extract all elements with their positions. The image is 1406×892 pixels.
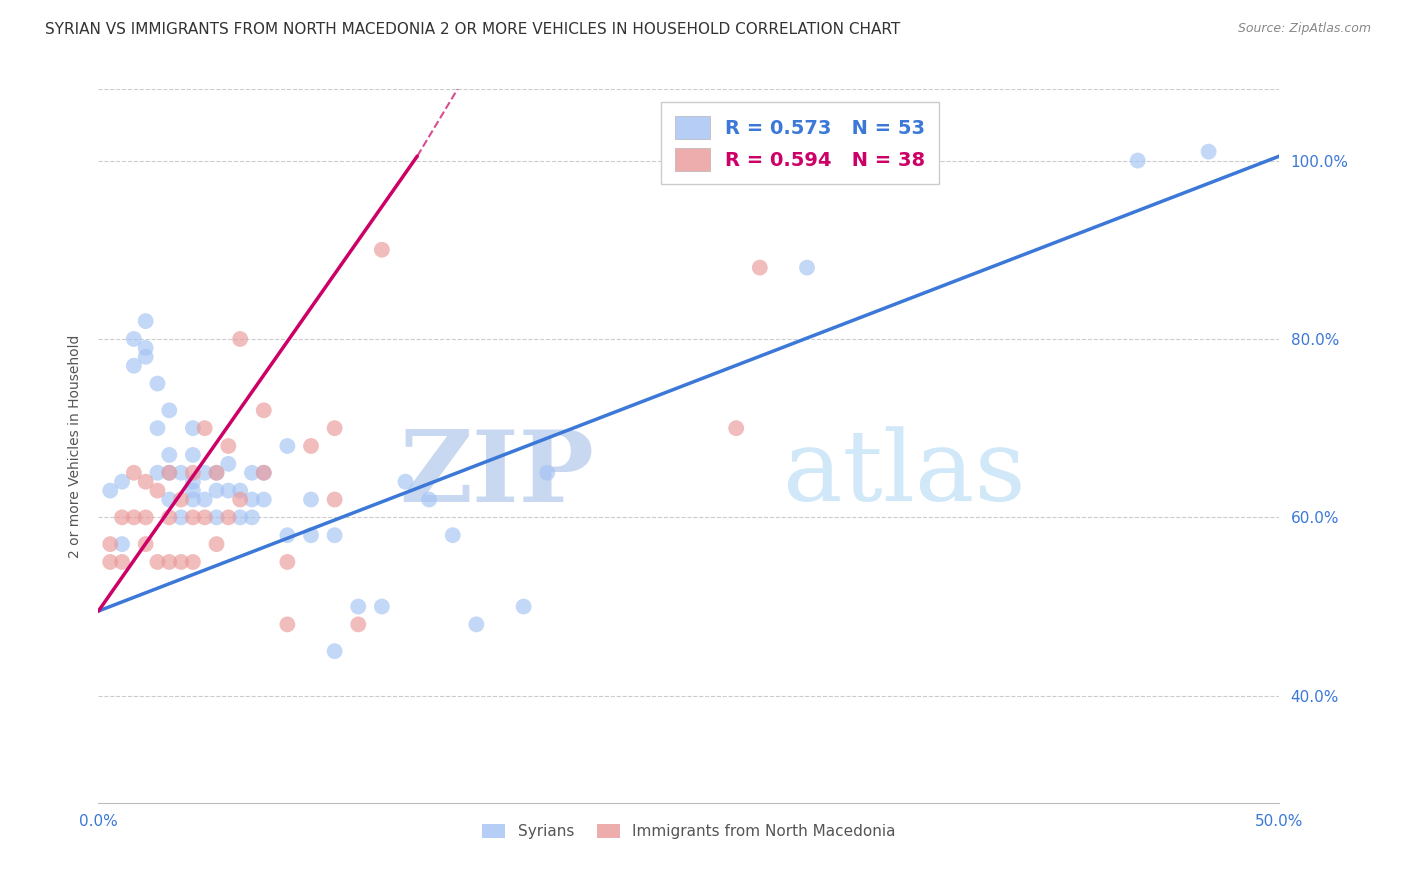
Point bbox=[122, 359, 145, 373]
Point bbox=[465, 617, 488, 632]
Point bbox=[146, 483, 169, 498]
Legend: Syrians, Immigrants from North Macedonia: Syrians, Immigrants from North Macedonia bbox=[477, 818, 901, 845]
Point bbox=[1198, 145, 1220, 159]
Point bbox=[98, 555, 121, 569]
Point bbox=[217, 510, 239, 524]
Point bbox=[194, 510, 217, 524]
Point bbox=[229, 492, 252, 507]
Point bbox=[146, 555, 169, 569]
Point bbox=[217, 483, 239, 498]
Point bbox=[170, 492, 193, 507]
Point bbox=[135, 537, 157, 551]
Point bbox=[181, 510, 204, 524]
Point bbox=[418, 492, 440, 507]
Point bbox=[1126, 153, 1149, 168]
Point bbox=[135, 475, 157, 489]
Point bbox=[725, 421, 748, 435]
Point bbox=[111, 510, 134, 524]
Point bbox=[122, 332, 145, 346]
Point bbox=[181, 448, 204, 462]
Point bbox=[205, 483, 228, 498]
Point bbox=[98, 537, 121, 551]
Point bbox=[146, 466, 169, 480]
Point bbox=[146, 376, 169, 391]
Point bbox=[135, 350, 157, 364]
Text: atlas: atlas bbox=[783, 426, 1026, 523]
Point bbox=[157, 510, 180, 524]
Point bbox=[240, 466, 263, 480]
Point bbox=[217, 457, 239, 471]
Point bbox=[111, 555, 134, 569]
Point bbox=[299, 528, 322, 542]
Point bbox=[229, 332, 252, 346]
Point bbox=[371, 243, 394, 257]
Point bbox=[394, 475, 416, 489]
Point bbox=[111, 537, 134, 551]
Point bbox=[512, 599, 534, 614]
Point bbox=[371, 599, 394, 614]
Point bbox=[157, 466, 180, 480]
Point bbox=[323, 421, 346, 435]
Point bbox=[181, 555, 204, 569]
Point bbox=[135, 510, 157, 524]
Point bbox=[299, 492, 322, 507]
Point bbox=[157, 492, 180, 507]
Point bbox=[181, 466, 204, 480]
Point bbox=[276, 528, 298, 542]
Point bbox=[796, 260, 818, 275]
Point bbox=[229, 483, 252, 498]
Point bbox=[194, 492, 217, 507]
Point bbox=[323, 492, 346, 507]
Point bbox=[122, 510, 145, 524]
Point bbox=[157, 466, 180, 480]
Point bbox=[536, 466, 558, 480]
Point bbox=[240, 510, 263, 524]
Point bbox=[253, 492, 276, 507]
Point bbox=[205, 510, 228, 524]
Point bbox=[323, 528, 346, 542]
Point bbox=[135, 314, 157, 328]
Point bbox=[276, 439, 298, 453]
Point bbox=[229, 510, 252, 524]
Point bbox=[253, 466, 276, 480]
Point bbox=[323, 644, 346, 658]
Point bbox=[170, 466, 193, 480]
Point bbox=[98, 483, 121, 498]
Point bbox=[111, 475, 134, 489]
Point bbox=[181, 475, 204, 489]
Point bbox=[181, 492, 204, 507]
Point bbox=[205, 466, 228, 480]
Point bbox=[276, 617, 298, 632]
Point bbox=[253, 403, 276, 417]
Text: ZIP: ZIP bbox=[399, 426, 595, 523]
Point bbox=[194, 466, 217, 480]
Point bbox=[299, 439, 322, 453]
Point bbox=[181, 483, 204, 498]
Point bbox=[157, 555, 180, 569]
Point bbox=[441, 528, 464, 542]
Point bbox=[748, 260, 770, 275]
Point bbox=[347, 617, 370, 632]
Point bbox=[194, 421, 217, 435]
Point bbox=[205, 537, 228, 551]
Point bbox=[157, 448, 180, 462]
Point bbox=[157, 403, 180, 417]
Point bbox=[181, 421, 204, 435]
Point bbox=[170, 555, 193, 569]
Point bbox=[217, 439, 239, 453]
Point bbox=[240, 492, 263, 507]
Point bbox=[170, 510, 193, 524]
Point bbox=[135, 341, 157, 355]
Point bbox=[253, 466, 276, 480]
Y-axis label: 2 or more Vehicles in Household: 2 or more Vehicles in Household bbox=[67, 334, 82, 558]
Text: SYRIAN VS IMMIGRANTS FROM NORTH MACEDONIA 2 OR MORE VEHICLES IN HOUSEHOLD CORREL: SYRIAN VS IMMIGRANTS FROM NORTH MACEDONI… bbox=[45, 22, 900, 37]
Point bbox=[146, 421, 169, 435]
Point bbox=[347, 599, 370, 614]
Point bbox=[205, 466, 228, 480]
Text: Source: ZipAtlas.com: Source: ZipAtlas.com bbox=[1237, 22, 1371, 36]
Point bbox=[122, 466, 145, 480]
Point bbox=[276, 555, 298, 569]
